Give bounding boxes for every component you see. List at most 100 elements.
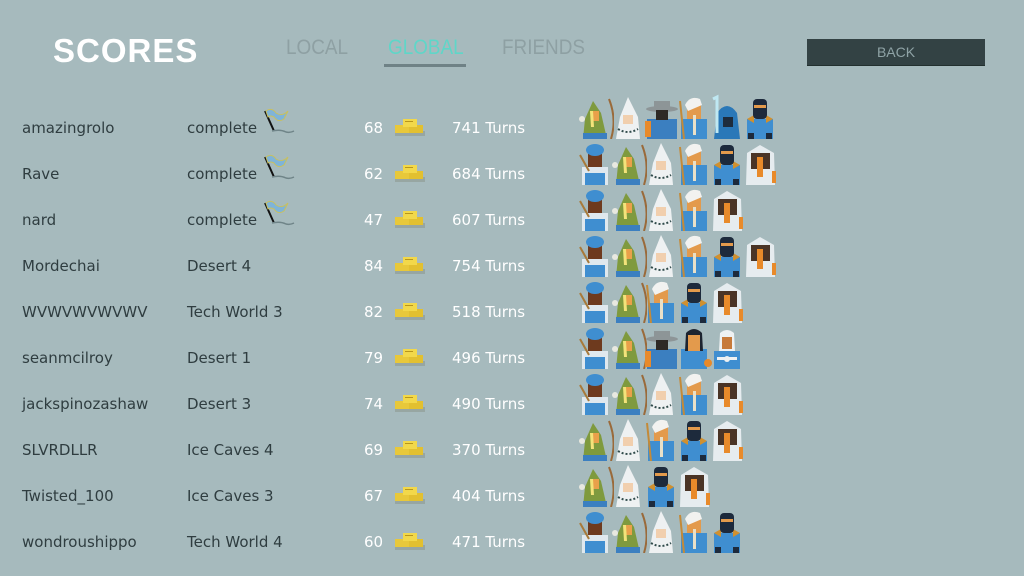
gold-score: 82 xyxy=(364,303,384,321)
level-progress: Tech World 4 xyxy=(187,533,283,551)
elder-character-icon xyxy=(679,235,707,277)
turn-count: 754 Turns xyxy=(452,257,526,275)
ninja-character-icon xyxy=(747,99,773,139)
gold-icon xyxy=(393,485,427,511)
player-name: SLVRDLLR xyxy=(22,441,98,459)
gold-score: 62 xyxy=(364,165,384,183)
gold-bars-icon xyxy=(395,165,425,182)
turn-count: 741 Turns xyxy=(452,119,526,137)
score-row[interactable]: nard complete 47 607 Turns xyxy=(0,189,1024,245)
player-name: jackspinozashaw xyxy=(22,395,149,413)
score-row[interactable]: seanmcilroy Desert 1 79 496 Turns xyxy=(0,328,1024,383)
party-portraits xyxy=(578,277,743,323)
level-progress: Ice Caves 4 xyxy=(187,441,274,459)
turn-count: 404 Turns xyxy=(452,487,526,505)
flag-icon xyxy=(264,108,295,134)
score-row[interactable]: jackspinozashaw Desert 3 74 490 Turns xyxy=(0,373,1024,429)
archer-character-icon xyxy=(612,190,647,231)
ninja-character-icon xyxy=(648,467,674,507)
complete-flag xyxy=(262,105,296,141)
turn-count: 607 Turns xyxy=(452,211,526,229)
score-row[interactable]: WVWVWVWVWV Tech World 3 82 518 Turns xyxy=(0,281,1024,337)
archer-character-icon xyxy=(612,236,647,277)
score-row[interactable]: amazingrolo complete 68 741 Turns xyxy=(0,94,1024,153)
gold-bars-icon xyxy=(395,395,425,412)
gold-score: 68 xyxy=(364,119,384,137)
level-progress: complete xyxy=(187,119,258,137)
furhood-character-icon xyxy=(713,421,743,461)
player-name: nard xyxy=(22,211,57,229)
tab-global[interactable]: GLOBAL xyxy=(388,36,464,59)
furhood-character-icon xyxy=(746,237,776,277)
player-name: seanmcilroy xyxy=(22,349,113,367)
gold-bars-icon xyxy=(395,487,425,504)
elder-character-icon xyxy=(646,281,674,323)
gold-bars-icon xyxy=(395,303,425,320)
active-tab-indicator xyxy=(384,64,466,67)
level-progress: Desert 3 xyxy=(187,395,252,413)
mage-character-icon xyxy=(616,97,640,139)
archer-character-icon xyxy=(612,282,647,323)
mage-character-icon xyxy=(649,143,673,185)
complete-flag xyxy=(262,151,296,187)
turban-character-icon xyxy=(579,328,608,369)
mage-character-icon xyxy=(649,373,673,415)
hatman-character-icon xyxy=(645,331,678,369)
player-name: amazingrolo xyxy=(22,119,115,137)
furhood-character-icon xyxy=(680,467,710,507)
gold-bars-icon xyxy=(395,211,425,228)
turn-count: 496 Turns xyxy=(452,349,526,367)
gold-bars-icon xyxy=(395,533,425,550)
gold-icon xyxy=(393,301,427,327)
gold-score: 60 xyxy=(364,533,384,551)
ninja-character-icon xyxy=(681,421,707,461)
turn-count: 518 Turns xyxy=(452,303,526,321)
score-row[interactable]: Twisted_100 Ice Caves 3 67 404 Turns xyxy=(0,465,1024,521)
turn-count: 471 Turns xyxy=(452,533,526,551)
gold-icon xyxy=(393,163,427,189)
tab-friends[interactable]: FRIENDS xyxy=(502,36,585,59)
level-progress: Ice Caves 3 xyxy=(187,487,274,505)
back-button[interactable]: BACK xyxy=(807,39,985,66)
elder-character-icon xyxy=(679,373,707,415)
furhood-character-icon xyxy=(713,375,743,415)
gold-icon xyxy=(393,209,427,235)
gold-bars-icon xyxy=(395,441,425,458)
ninja-character-icon xyxy=(714,513,740,553)
score-row[interactable]: Rave complete 62 684 Turns xyxy=(0,143,1024,199)
tab-local[interactable]: LOCAL xyxy=(286,36,348,59)
gold-score: 47 xyxy=(364,211,384,229)
turban-character-icon xyxy=(579,374,608,415)
score-row[interactable]: Mordechai Desert 4 84 754 Turns xyxy=(0,235,1024,291)
score-row[interactable]: SLVRDLLR Ice Caves 4 69 370 Turns xyxy=(0,419,1024,475)
turban-character-icon xyxy=(579,190,608,231)
furhood-character-icon xyxy=(713,191,743,231)
mage-character-icon xyxy=(616,419,640,461)
turban-character-icon xyxy=(579,236,608,277)
furhood-character-icon xyxy=(713,283,743,323)
level-progress: complete xyxy=(187,165,258,183)
party-portraits xyxy=(578,369,743,415)
mage-character-icon xyxy=(616,465,640,507)
archer-character-icon xyxy=(579,98,614,139)
complete-flag xyxy=(262,197,296,233)
gold-score: 67 xyxy=(364,487,384,505)
gold-bars-icon xyxy=(395,257,425,274)
player-name: Mordechai xyxy=(22,257,100,275)
icewitch-character-icon xyxy=(712,94,740,139)
turn-count: 684 Turns xyxy=(452,165,526,183)
monk-character-icon xyxy=(714,330,740,369)
party-portraits xyxy=(578,93,776,139)
sailor-character-icon xyxy=(681,329,712,369)
score-row[interactable]: wondroushippo Tech World 4 60 471 Turns xyxy=(0,511,1024,567)
player-name: WVWVWVWVWV xyxy=(22,303,148,321)
flag-icon xyxy=(264,200,295,226)
elder-character-icon xyxy=(646,419,674,461)
player-name: Twisted_100 xyxy=(22,487,114,505)
level-progress: Desert 4 xyxy=(187,257,252,275)
elder-character-icon xyxy=(679,97,707,139)
archer-character-icon xyxy=(612,144,647,185)
party-portraits xyxy=(578,415,743,461)
gold-icon xyxy=(393,117,427,143)
gold-score: 69 xyxy=(364,441,384,459)
